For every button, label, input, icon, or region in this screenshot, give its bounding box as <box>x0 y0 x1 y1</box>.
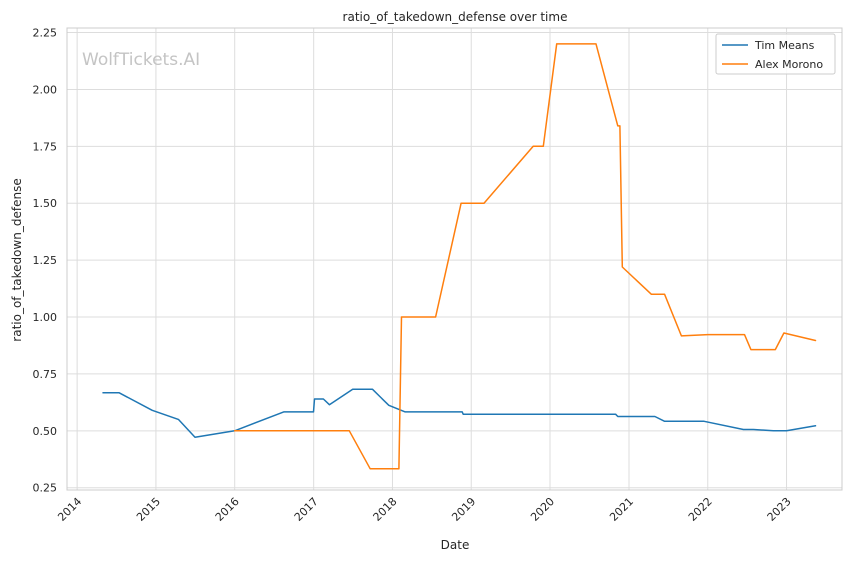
y-axis-ticks: 0.25 0.50 0.75 1.00 1.25 1.50 1.75 2.00 2.25 <box>33 27 58 495</box>
y-tick-label: 2.25 <box>33 27 58 40</box>
x-tick-label: 2014 <box>55 495 84 524</box>
y-axis-label: ratio_of_takedown_defense <box>10 178 24 341</box>
legend: Tim Means Alex Morono <box>715 33 836 75</box>
y-tick-label: 1.75 <box>33 140 58 153</box>
y-tick-label: 1.50 <box>33 197 58 210</box>
x-tick-label: 2016 <box>213 495 242 524</box>
x-axis-ticks: 2014 2015 2016 2017 2018 2019 2020 2021 2022 2023 <box>55 495 793 524</box>
y-tick-label: 0.75 <box>33 368 58 381</box>
chart-title: ratio_of_takedown_defense over time <box>343 10 568 24</box>
legend-label: Alex Morono <box>755 58 823 71</box>
y-tick-label: 1.00 <box>33 311 58 324</box>
x-tick-label: 2018 <box>371 495 400 524</box>
legend-label: Tim Means <box>754 39 815 52</box>
x-axis-label: Date <box>441 538 470 552</box>
y-tick-label: 0.50 <box>33 425 58 438</box>
x-tick-label: 2022 <box>686 495 715 524</box>
x-tick-label: 2021 <box>607 495 636 524</box>
watermark: WolfTickets.AI <box>82 50 200 70</box>
plot-frame <box>66 27 843 491</box>
series-layer <box>102 43 817 470</box>
series-line-alex-morono <box>233 43 817 470</box>
x-tick-label: 2023 <box>765 495 794 524</box>
grid <box>67 28 842 490</box>
y-tick-label: 2.00 <box>33 83 58 96</box>
x-tick-label: 2019 <box>449 495 478 524</box>
x-tick-label: 2020 <box>528 495 557 524</box>
x-tick-label: 2015 <box>134 495 163 524</box>
y-tick-label: 1.25 <box>33 254 58 267</box>
x-tick-label: 2017 <box>292 495 321 524</box>
series-line-tim-means <box>102 388 817 438</box>
y-tick-label: 0.25 <box>33 482 58 495</box>
